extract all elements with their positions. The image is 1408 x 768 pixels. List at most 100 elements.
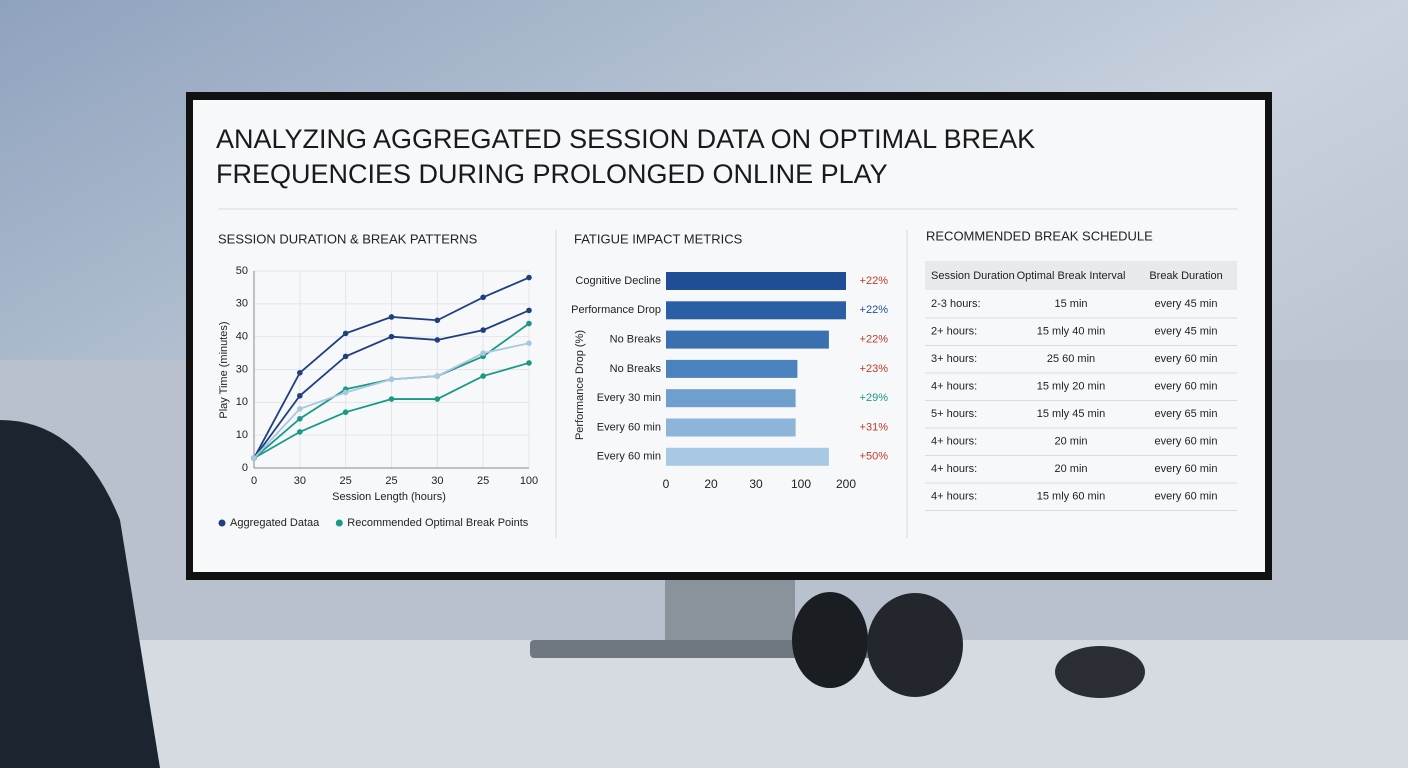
table-cell: every 45 min — [1155, 298, 1218, 310]
chair — [0, 420, 160, 768]
table-cell: every 60 min — [1155, 490, 1218, 502]
data-point — [526, 340, 532, 347]
table-cell: every 60 min — [1155, 435, 1218, 447]
desk — [120, 640, 1408, 768]
data-point — [342, 409, 349, 415]
table-cell: 2-3 hours: — [931, 298, 981, 310]
monitor-stand — [665, 575, 795, 645]
y-tick-label: No Breaks — [610, 363, 662, 375]
change-label: +23% — [860, 363, 889, 375]
y-tick-label: 10 — [236, 396, 248, 408]
table-cell: 4+ hours: — [931, 435, 977, 447]
page-title: ANALYZING AGGREGATED SESSION DATA ON OPT… — [216, 124, 1036, 189]
x-tick-label: 25 — [340, 475, 352, 487]
y-tick-label: No Breaks — [610, 334, 662, 346]
y-tick-label: Every 60 min — [597, 421, 661, 433]
change-label: +22% — [860, 275, 889, 287]
y-tick-label: Every 30 min — [597, 392, 661, 404]
table-cell: 15 mly 20 min — [1037, 380, 1105, 392]
y-tick-label: 40 — [236, 331, 248, 343]
data-point — [342, 353, 349, 360]
x-tick-label: 25 — [477, 475, 489, 487]
table-cell: 4+ hours: — [931, 380, 977, 392]
change-label: +29% — [860, 392, 889, 404]
y-tick-label: 0 — [242, 462, 248, 474]
table-cell: 15 mly 40 min — [1037, 325, 1105, 337]
table-cell: 5+ hours: — [931, 408, 977, 420]
data-point — [342, 389, 349, 396]
data-point — [297, 429, 303, 435]
bar — [666, 330, 829, 349]
bar — [666, 389, 796, 408]
legend-marker — [335, 519, 343, 527]
change-label: +22% — [860, 334, 889, 346]
table-header: Optimal Break Interval — [1017, 270, 1126, 282]
data-point — [297, 392, 303, 399]
table-cell: 20 min — [1054, 463, 1087, 475]
data-point — [297, 406, 303, 412]
table-title: RECOMMENDED BREAK SCHEDULE — [926, 228, 1153, 243]
x-tick-label: 0 — [251, 475, 257, 487]
data-point — [526, 320, 532, 327]
y-tick-label: Performance Drop — [571, 304, 661, 316]
bar — [666, 447, 829, 466]
y-axis-label: Performance Drop (%) — [574, 330, 586, 440]
legend-marker — [218, 519, 226, 527]
table-cell: 20 min — [1054, 435, 1087, 447]
table-cell: every 65 min — [1155, 408, 1218, 420]
data-point — [297, 415, 303, 422]
bar — [666, 301, 846, 320]
data-point — [526, 360, 532, 366]
data-point — [480, 327, 486, 333]
legend-label: Recommended Optimal Break Points — [347, 517, 528, 529]
y-tick-label: 10 — [236, 429, 248, 441]
headphones — [867, 593, 963, 697]
data-point — [388, 376, 395, 383]
title-box: ANALYZING AGGREGATED SESSION DATA ON OPT… — [216, 124, 1036, 189]
chart-title: SESSION DURATION & BREAK PATTERNS — [218, 231, 478, 246]
data-point — [388, 314, 395, 320]
data-point — [342, 330, 349, 337]
table-cell: every 60 min — [1155, 380, 1218, 392]
table-cell: every 45 min — [1155, 325, 1218, 337]
legend-label: Aggregated Dataa — [230, 517, 320, 529]
x-tick-label: 200 — [836, 477, 856, 491]
data-point — [297, 369, 303, 376]
x-tick-label: 100 — [791, 477, 811, 491]
mouse — [1055, 646, 1145, 698]
data-point — [480, 294, 486, 301]
x-tick-label: 30 — [294, 475, 306, 487]
data-point — [526, 274, 532, 281]
table-cell: 4+ hours: — [931, 490, 977, 502]
table-cell: every 60 min — [1155, 463, 1218, 475]
data-point — [434, 396, 441, 402]
x-tick-label: 25 — [385, 475, 397, 487]
bar — [666, 272, 846, 290]
x-tick-label: 20 — [704, 477, 718, 491]
bar — [666, 359, 798, 378]
x-tick-label: 30 — [431, 475, 443, 487]
data-point — [480, 373, 486, 379]
y-tick-label: Cognitive Decline — [575, 275, 661, 287]
data-point — [388, 333, 395, 340]
table-cell: 15 min — [1054, 298, 1087, 310]
data-point — [434, 373, 441, 379]
y-axis-label: Play Time (minutes) — [218, 321, 230, 418]
data-point — [388, 396, 395, 402]
table-cell: 3+ hours: — [931, 353, 977, 365]
x-axis-label: Session Length (hours) — [332, 491, 446, 503]
data-point — [434, 317, 441, 324]
table-cell: 2+ hours: — [931, 325, 977, 337]
table-cell: 15 mly 60 min — [1037, 490, 1105, 502]
data-point — [526, 307, 532, 314]
table-cell: 15 mly 45 min — [1037, 408, 1105, 420]
table-header-bg — [925, 261, 1237, 290]
chart-title: FATIGUE IMPACT METRICS — [574, 231, 743, 246]
x-tick-label: 100 — [520, 475, 538, 487]
table-cell: every 60 min — [1155, 353, 1218, 365]
change-label: +31% — [860, 421, 889, 433]
table-header: Break Duration — [1149, 270, 1222, 282]
y-tick-label: Every 60 min — [597, 451, 661, 463]
data-point — [251, 455, 257, 461]
